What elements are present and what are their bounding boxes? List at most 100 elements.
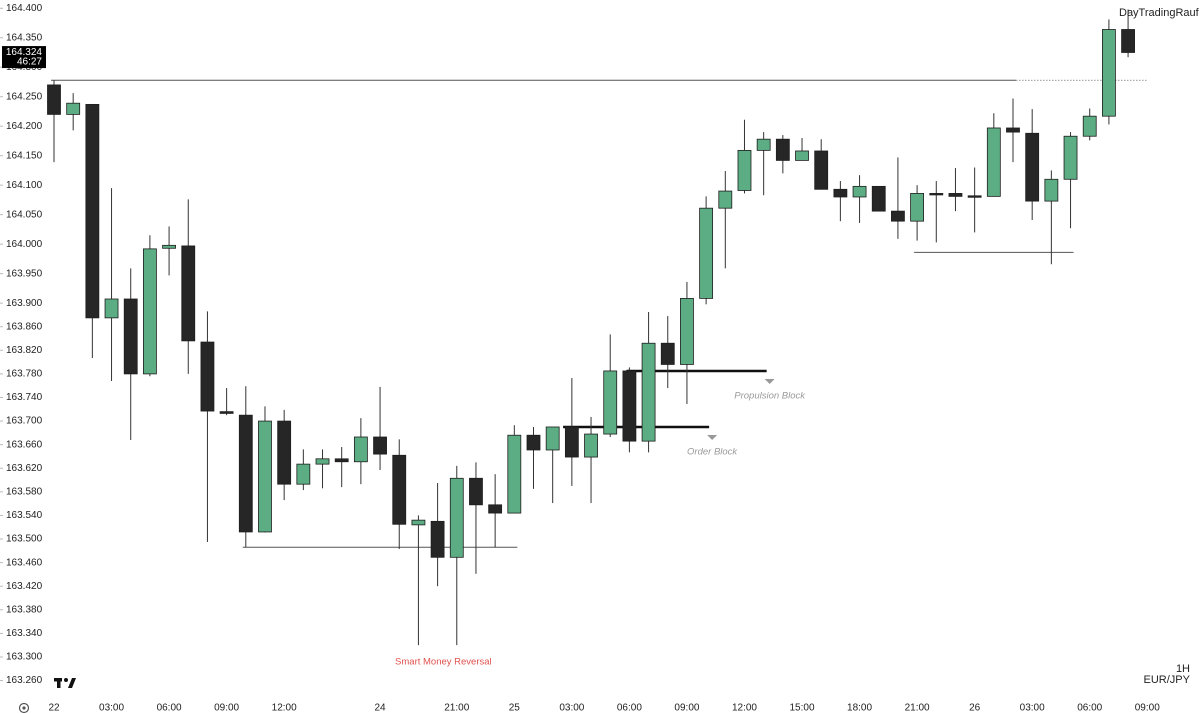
candle-down: [775, 138, 790, 161]
candle-up: [449, 477, 464, 558]
candle-down: [1006, 127, 1020, 133]
candle-up: [852, 185, 867, 198]
candle-down: [334, 458, 349, 463]
x-tick-label: 09:00: [674, 703, 699, 714]
y-tick-label: 164.000: [6, 239, 43, 250]
candle-down: [929, 193, 944, 196]
candle-up: [507, 434, 522, 514]
candle-up: [756, 138, 771, 151]
candle-up: [1063, 135, 1078, 180]
candle-down: [200, 341, 215, 412]
x-tick-label: 09:00: [214, 703, 239, 714]
y-tick-label: 163.660: [6, 439, 43, 450]
x-tick-label: 18:00: [847, 703, 872, 714]
y-tick-label: 163.580: [6, 486, 43, 497]
y-tick-label: 163.540: [6, 510, 43, 521]
candle-down: [660, 342, 675, 365]
x-tick-label: 03:00: [1020, 703, 1045, 714]
candle-down: [181, 245, 196, 342]
candle-up: [411, 519, 426, 526]
candle-down: [622, 370, 637, 442]
annotation: Order Block: [687, 446, 738, 457]
candle-down: [277, 420, 292, 485]
candle-down: [1025, 132, 1040, 202]
x-tick-label: 21:00: [444, 703, 469, 714]
annotation: Propulsion Block: [734, 390, 806, 401]
candle-down: [1121, 29, 1135, 53]
candle-down: [430, 520, 445, 558]
candle-down: [833, 188, 848, 198]
y-tick-label: 163.700: [6, 416, 43, 427]
candle-up: [258, 420, 272, 533]
candle-up: [353, 436, 368, 463]
y-tick-label: 163.340: [6, 628, 43, 639]
candle-up: [315, 458, 330, 465]
marker-triangle: [707, 434, 718, 440]
y-tick-label: 164.400: [6, 3, 43, 14]
y-tick-label: 164.200: [6, 121, 43, 132]
x-tick-label: 15:00: [790, 703, 815, 714]
candle-down: [219, 411, 234, 414]
candle-up: [680, 298, 694, 365]
candle-down: [392, 454, 407, 525]
candle-down: [47, 84, 61, 115]
candle-up: [737, 149, 752, 191]
candle-up: [1044, 178, 1059, 202]
y-tick-label: 163.380: [6, 604, 43, 615]
x-tick-label: 21:00: [905, 703, 930, 714]
y-tick-label: 164.050: [6, 209, 43, 220]
candle-down: [814, 150, 829, 190]
candle-down: [564, 426, 579, 458]
candle-up: [910, 193, 924, 222]
plot: 164.400164.350164.300164.250164.200164.1…: [0, 3, 1160, 714]
candle-up: [296, 463, 311, 485]
candle-up: [795, 150, 809, 161]
y-tick-label: 164.150: [6, 150, 43, 161]
y-tick-label: 163.300: [6, 652, 43, 663]
y-tick-label: 164.250: [6, 91, 43, 102]
tv-logo: [54, 678, 76, 688]
y-tick-label: 163.420: [6, 581, 43, 592]
y-tick-label: 164.100: [6, 180, 43, 191]
candle-down: [469, 477, 483, 506]
x-tick-label: 06:00: [1077, 703, 1102, 714]
y-tick-label: 163.460: [6, 557, 43, 568]
annotation: Smart Money Reversal: [395, 657, 492, 668]
y-tick-label: 163.860: [6, 321, 43, 332]
symbol: EUR/JPY: [1144, 674, 1191, 686]
y-tick-label: 163.260: [6, 675, 43, 686]
y-tick-label: 163.740: [6, 392, 43, 403]
candle-up: [104, 298, 119, 319]
candle-up: [1102, 29, 1116, 117]
candle-up: [603, 370, 618, 435]
y-tick-label: 163.780: [6, 369, 43, 380]
candle-down: [948, 193, 963, 197]
candle-down: [123, 298, 138, 375]
candle-up: [584, 433, 598, 458]
settings-icon[interactable]: [18, 702, 30, 714]
candle-up: [641, 342, 656, 442]
candle-up: [718, 190, 733, 209]
candle-down: [871, 185, 886, 212]
candle-down: [85, 103, 100, 319]
candle-down: [891, 210, 905, 222]
x-tick-label: 25: [509, 703, 521, 714]
y-tick-label: 163.500: [6, 534, 43, 545]
y-tick-label: 163.950: [6, 268, 43, 279]
candle-down: [967, 195, 982, 198]
y-tick-label: 164.350: [6, 32, 43, 43]
x-tick-label: 12:00: [732, 703, 757, 714]
marker-triangle: [764, 378, 775, 384]
y-tick-label: 163.900: [6, 298, 43, 309]
x-tick-label: 03:00: [559, 703, 584, 714]
candle-up: [986, 127, 1001, 197]
candle-up: [699, 207, 714, 299]
price-label: 164.324: [6, 47, 43, 58]
interval: 1H: [1176, 663, 1190, 675]
candle-up: [162, 244, 176, 249]
candle-up: [142, 248, 157, 375]
x-tick-label: 06:00: [617, 703, 642, 714]
price-label-box: [2, 46, 46, 69]
